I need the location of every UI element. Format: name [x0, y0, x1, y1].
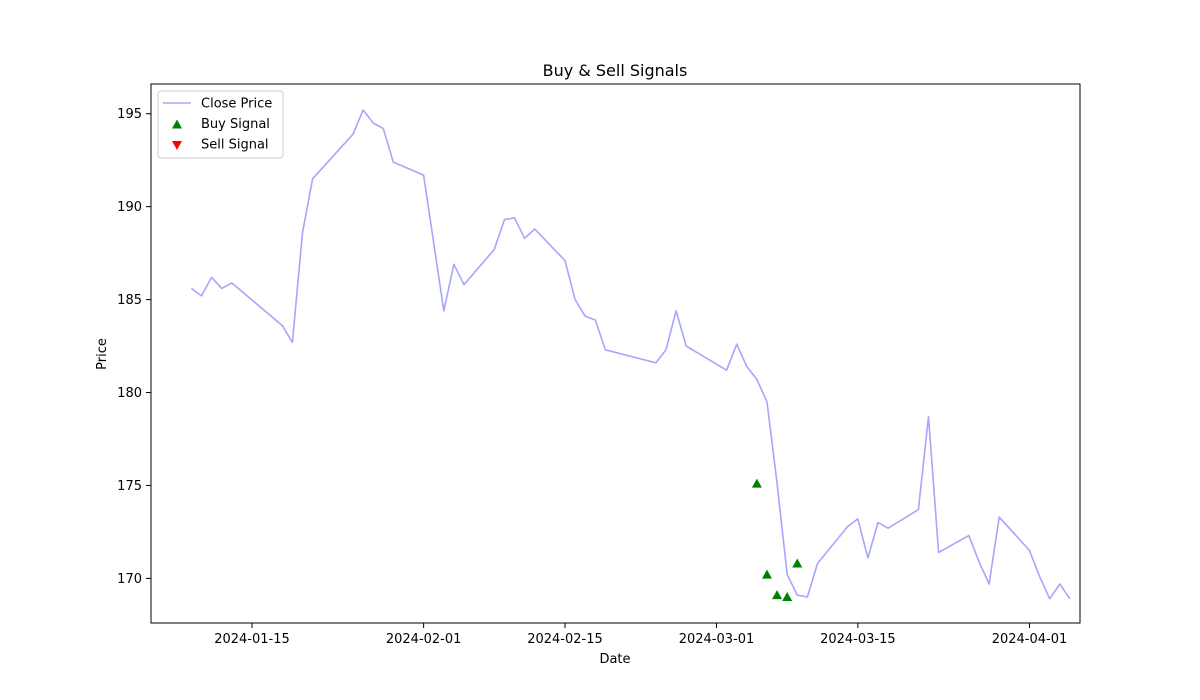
buy-signal-marker — [761, 569, 772, 579]
x-axis-label: Date — [599, 652, 630, 667]
legend: Close Price Buy Signal Sell Signal — [157, 90, 284, 159]
legend-label: Buy Signal — [201, 117, 270, 132]
x-tick-label: 2024-03-01 — [679, 632, 755, 647]
x-tick-label: 2024-02-01 — [386, 632, 462, 647]
x-axis: 2024-01-15 2024-02-01 2024-02-15 2024-03-01… — [214, 623, 1067, 647]
y-tick-label: 170 — [117, 572, 142, 587]
legend-label: Sell Signal — [201, 138, 269, 153]
close-price-line — [190, 109, 1071, 600]
y-tick-label: 195 — [117, 107, 142, 122]
y-tick-label: 190 — [117, 200, 142, 215]
plot-area — [150, 83, 1081, 624]
x-tick-label: 2024-03-15 — [820, 632, 896, 647]
y-axis: 170 175 180 185 190 195 — [117, 107, 151, 587]
series-layer — [190, 109, 1071, 601]
buy-signal-marker — [782, 591, 793, 601]
x-tick-label: 2024-04-01 — [992, 632, 1068, 647]
x-tick-label: 2024-02-15 — [527, 632, 603, 647]
y-axis-label: Price — [95, 338, 110, 370]
y-tick-label: 185 — [117, 293, 142, 308]
buy-signal-marker — [792, 558, 803, 568]
legend-swatch-buy-signal — [172, 119, 182, 129]
y-tick-label: 180 — [117, 386, 142, 401]
legend-label: Close Price — [201, 97, 272, 112]
chart-title: Buy & Sell Signals — [543, 61, 688, 80]
buy-signal-marker — [751, 478, 762, 488]
legend-swatch-sell-signal — [172, 141, 182, 150]
x-tick-label: 2024-01-15 — [214, 632, 290, 647]
buy-signal-marker — [772, 590, 783, 600]
legend-frame — [157, 90, 284, 159]
y-tick-label: 175 — [117, 479, 142, 494]
